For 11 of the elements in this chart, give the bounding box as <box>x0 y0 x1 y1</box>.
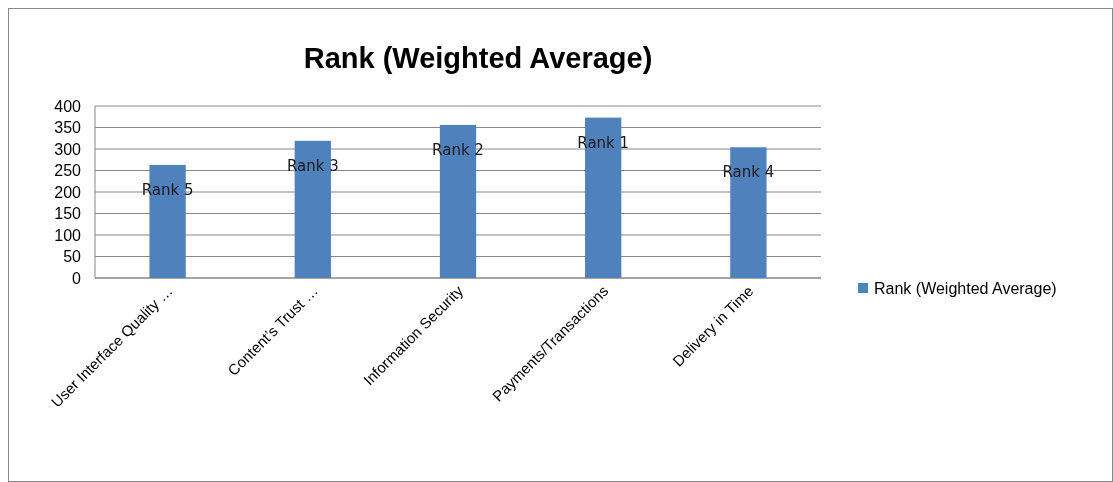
y-tick-label: 400 <box>54 97 82 115</box>
y-tick-label: 50 <box>63 248 82 266</box>
y-tick-label: 300 <box>54 140 82 158</box>
y-tick-label: 350 <box>54 119 82 137</box>
y-tick-label: 200 <box>54 183 82 201</box>
legend-label: Rank (Weighted Average) <box>874 279 1057 297</box>
y-tick-label: 250 <box>54 162 82 180</box>
y-tick-label: 100 <box>54 226 82 244</box>
chart-title: Rank (Weighted Average) <box>303 42 653 74</box>
y-tick-label: 150 <box>54 205 82 223</box>
y-tick-label: 0 <box>72 269 82 287</box>
